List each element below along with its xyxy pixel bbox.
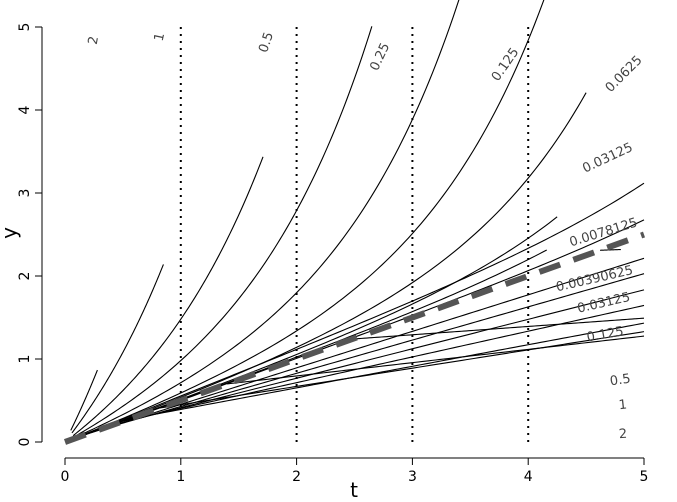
y-tick-label: 1 (17, 355, 33, 364)
solution-curve (227, 335, 645, 385)
solution-curve (71, 264, 164, 434)
x-tick-label: 2 (292, 469, 301, 485)
y-axis-title: y (0, 227, 21, 239)
axes: 0 1 2 3 4 5 0 1 2 3 4 5 (17, 23, 648, 485)
solution-curve (76, 0, 545, 438)
solution-curve (159, 331, 645, 409)
x-tick-label: 3 (408, 469, 417, 485)
curve-label: 0.0078125 (568, 215, 640, 250)
dashed-reference-line (63, 231, 646, 445)
solution-curve (75, 0, 460, 438)
curve-label: 0.125 (586, 324, 625, 345)
y-tick-label: 5 (17, 23, 33, 32)
dashed-line-y-equals-t-half (63, 231, 646, 445)
curve-label: 1 (618, 397, 628, 413)
curve-label: 0.0625 (603, 53, 646, 96)
curve-label: 0.03125 (576, 290, 632, 317)
x-tick-label: 5 (640, 469, 649, 485)
solution-curve (128, 322, 645, 420)
y-tick-label: 3 (17, 189, 33, 198)
x-tick-label: 4 (524, 469, 533, 485)
solution-curve (78, 216, 558, 438)
x-tick-label: 0 (61, 469, 70, 485)
solution-curve (70, 369, 98, 431)
solution-curve (78, 182, 645, 438)
solution-curve (111, 289, 645, 426)
solution-curve (352, 317, 645, 340)
solution-curve (599, 248, 621, 251)
solution-curve (90, 257, 645, 434)
solution-curve (77, 92, 587, 438)
solution-curve (73, 26, 373, 438)
curve-label: 0.5 (609, 372, 632, 390)
x-tick-label: 1 (176, 469, 185, 485)
curve-label: 0.5 (256, 30, 277, 54)
curve-label: 2 (86, 35, 102, 46)
y-tick-label: 2 (17, 272, 33, 281)
solution-curves (70, 0, 645, 438)
curve-label: 0.03125 (580, 140, 635, 176)
x-axis-title: t (350, 478, 358, 502)
curve-label: 0.25 (367, 41, 393, 74)
curve-label: 1 (152, 31, 168, 42)
solution-curve (72, 156, 264, 437)
y-tick-label: 4 (17, 105, 33, 114)
y-tick-label: 0 (17, 438, 33, 447)
curve-label: 2 (618, 427, 627, 443)
curve-labels: 2 1 0.5 0.25 0.125 0.06250.031250.00781250.00… (86, 30, 646, 442)
solution-curve (97, 273, 645, 431)
